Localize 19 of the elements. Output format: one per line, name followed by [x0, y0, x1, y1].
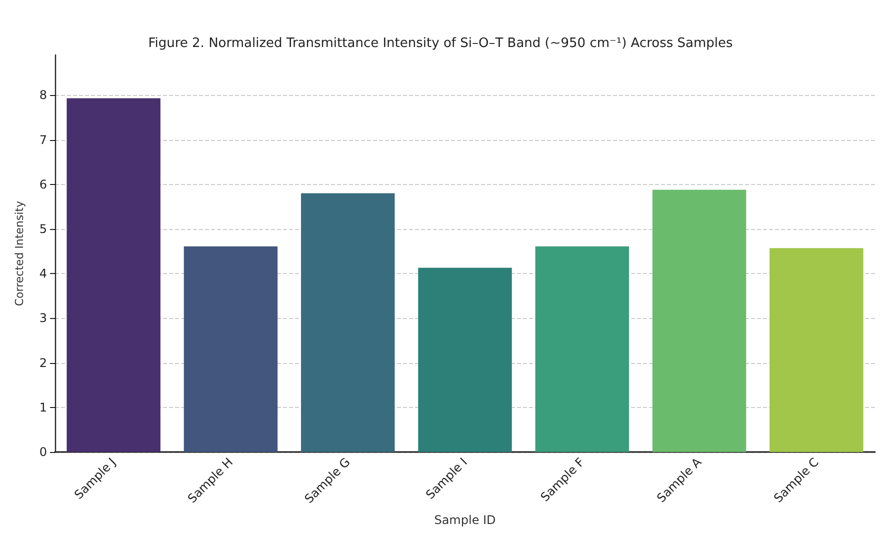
y-tick-label: 7 — [39, 132, 47, 147]
y-tick-label: 8 — [39, 88, 47, 102]
bar — [418, 268, 512, 452]
bar — [66, 98, 160, 452]
bar — [652, 190, 746, 452]
bar — [535, 246, 629, 452]
y-tick-label: 1 — [39, 400, 47, 414]
y-axis-title: Corrected Intensity — [13, 200, 26, 306]
y-tick-label: 5 — [39, 222, 47, 236]
bar — [301, 193, 395, 452]
chart-title: Figure 2. Normalized Transmittance Intensity of Si–O–T Band (~950 cm⁻¹) Across Samples — [148, 36, 734, 51]
bar — [770, 248, 864, 452]
bar — [184, 246, 278, 452]
y-tick-label: 0 — [39, 445, 47, 459]
x-axis-title: Sample ID — [434, 513, 496, 527]
y-tick-label: 2 — [39, 356, 47, 370]
y-tick-label: 4 — [39, 266, 47, 281]
y-tick-label: 6 — [39, 177, 47, 192]
y-tick-label: 3 — [39, 311, 47, 326]
